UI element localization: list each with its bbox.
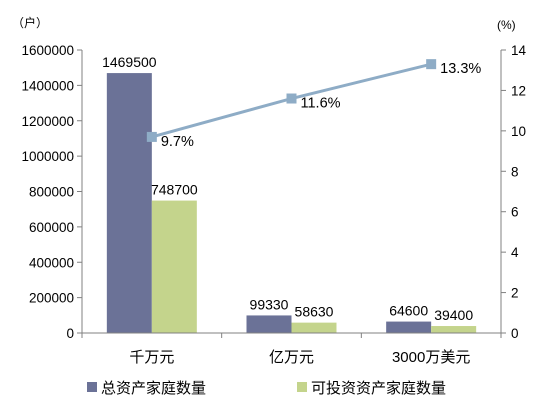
left-axis-unit: （户）: [12, 15, 48, 30]
right-axis-unit: (%): [497, 18, 516, 32]
bar: [106, 73, 152, 333]
bar-value-label: 99330: [250, 296, 289, 312]
line-value-label: 11.6%: [301, 96, 341, 112]
left-tick-label: 1600000: [21, 43, 74, 58]
right-tick-label: 8: [511, 164, 519, 179]
line-point: [146, 131, 157, 142]
category-label: 亿万元: [269, 349, 314, 366]
bar: [386, 321, 432, 333]
bar: [246, 315, 292, 333]
legend: 总资产家庭数量 可投资资产家庭数量: [87, 380, 446, 397]
legend-swatch-total-assets: [87, 382, 97, 392]
bar: [151, 200, 197, 333]
bar: [291, 322, 337, 333]
bar-value-label: 58630: [295, 304, 334, 320]
right-tick-label: 6: [511, 205, 519, 220]
right-tick-label: 2: [511, 286, 519, 301]
bar-value-label: 748700: [151, 182, 198, 198]
left-tick-label: 600000: [29, 220, 74, 235]
line-point: [426, 59, 437, 70]
right-tick-label: 14: [511, 43, 527, 58]
legend-label-total-assets: 总资产家庭数量: [101, 380, 206, 397]
legend-label-investable-assets: 可投资资产家庭数量: [311, 380, 446, 397]
legend-swatch-investable-assets: [297, 382, 307, 392]
bar-value-label: 64600: [389, 303, 428, 319]
right-tick-label: 0: [511, 326, 519, 341]
left-tick-label: 1400000: [21, 78, 74, 93]
left-tick-label: 1000000: [21, 149, 74, 164]
left-tick-label: 800000: [29, 185, 74, 200]
left-tick-label: 200000: [29, 291, 74, 306]
right-tick-label: 10: [511, 124, 526, 139]
right-tick-label: 12: [511, 83, 526, 98]
category-label: 3000万美元: [392, 349, 470, 366]
line-point: [286, 93, 297, 104]
bar: [431, 326, 477, 333]
left-tick-label: 0: [66, 326, 74, 341]
left-tick-label: 1200000: [21, 114, 74, 129]
line-value-label: 13.3%: [440, 61, 481, 77]
right-tick-label: 4: [511, 245, 519, 260]
line-value-label: 9.7%: [161, 134, 194, 150]
category-label: 千万元: [129, 349, 174, 366]
left-tick-label: 400000: [29, 255, 74, 270]
bar-value-label: 1469500: [102, 54, 157, 70]
bar-value-label: 39400: [434, 307, 473, 323]
